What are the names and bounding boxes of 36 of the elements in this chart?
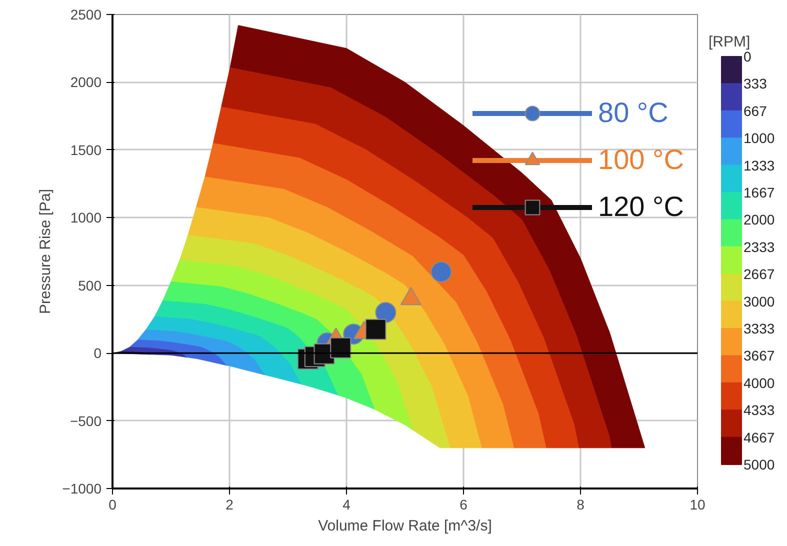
x-axis-title: Volume Flow Rate [m^3/s] [318,518,492,534]
x-tick-label: 10 [690,496,706,512]
y-tick-label: 0 [94,345,102,362]
color-bar-label: 1333 [744,157,775,174]
color-bar-label: 3000 [744,293,775,310]
x-tick-label: 2 [226,496,234,512]
x-tick-label: 0 [108,496,117,512]
color-bar-label: 0 [744,48,752,64]
color-bar-label: 4667 [744,429,775,446]
legend-label: 100 °C [598,144,684,176]
y-tick-label: 2000 [70,74,102,90]
color-bar-label: 3333 [744,320,775,336]
color-bar-label: 4333 [744,402,775,418]
color-bar-label: 1667 [744,184,775,201]
y-tick-label: −1000 [62,480,102,496]
y-tick-label: −500 [70,412,102,429]
color-bar-label: 667 [744,102,768,119]
color-bar-label: 4000 [744,374,775,391]
color-bar-label: 1000 [744,130,775,146]
color-bar-label: 2000 [744,212,775,228]
legend-label: 80 °C [598,97,668,129]
y-tick-label: 2500 [70,6,102,22]
legend-label: 120 °C [598,191,684,223]
x-tick-label: 4 [342,496,351,512]
y-axis-title: Pressure Rise [Pa] [37,188,54,314]
color-bar-label: 3667 [744,348,775,364]
y-tick-label: 500 [78,277,102,294]
color-bar-label: 333 [744,76,768,92]
color-bar-label: 2667 [744,266,775,282]
x-tick-label: 6 [460,496,468,512]
x-tick-label: 8 [576,496,585,512]
color-bar-label: 5000 [744,456,775,472]
color-bar-label: 2333 [744,238,775,255]
y-tick-label: 1000 [70,210,102,226]
y-tick-label: 1500 [70,142,102,158]
color-bar-title: [RPM] [708,34,750,50]
